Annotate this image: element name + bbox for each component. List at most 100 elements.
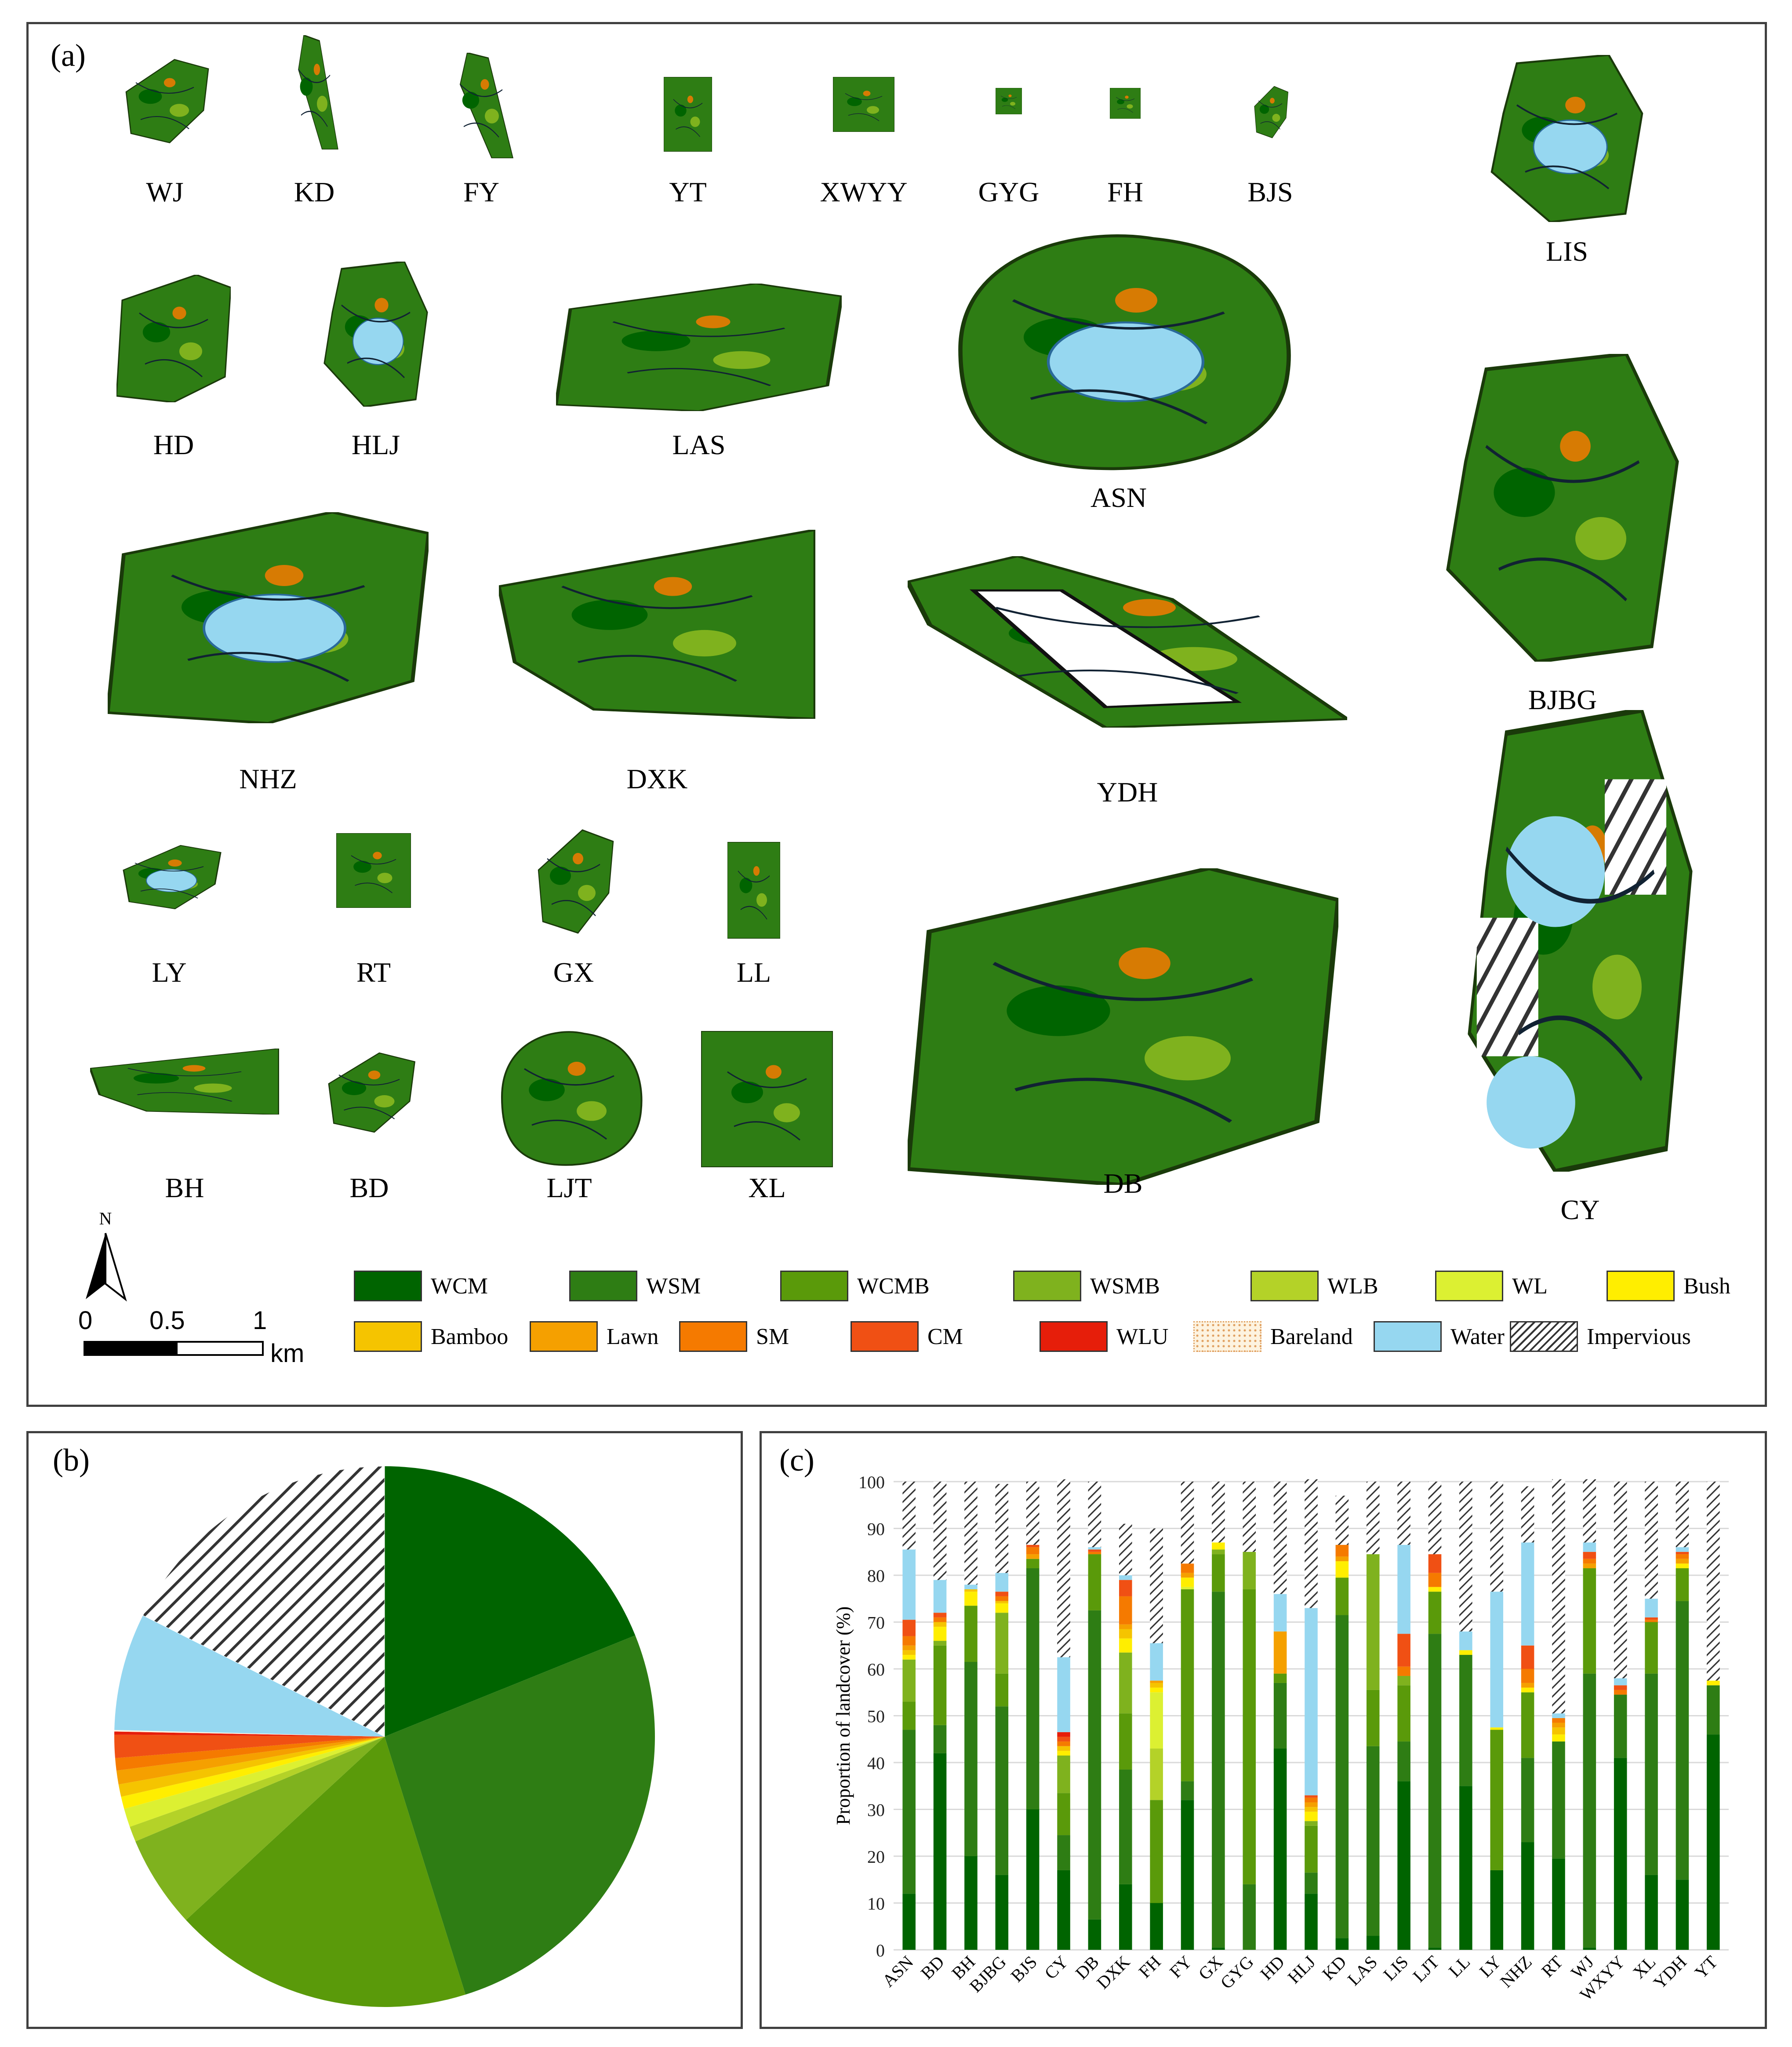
park-label-kd: KD [294,176,335,208]
bar-segment-bd-cm [933,1613,947,1617]
bar-segment-wj-impervious [1583,1479,1596,1543]
bar-segment-kd-wcmb [1335,1577,1349,1615]
pie-slice-wlu [114,1731,385,1737]
bar-segment-kd-wsm [1335,1615,1349,1938]
bar-segment-bh-impervious [964,1482,978,1585]
x-tick-label-hlj: HLJ [1284,1952,1319,1988]
bar-segment-bd-wsmb [933,1641,947,1646]
bar-segment-nhz-water [1521,1542,1534,1646]
bar-segment-las-wcm [1366,1936,1380,1950]
y-axis-title: Proportion of landcover (%) [832,1606,854,1825]
x-tick-label-fy: FY [1166,1952,1196,1982]
bar-segment-asn-sm [902,1636,916,1646]
bar-segment-db-water [1088,1547,1101,1550]
bar-segment-dxk-wsmb [1119,1652,1132,1714]
bar-segment-yt-wsm [1707,1685,1720,1735]
bar-segment-bd-impervious [933,1482,947,1580]
bar-segment-nhz-lawn [1521,1683,1534,1688]
pie-slice-wl [124,1737,385,1827]
bar-segment-rt-wsm [1552,1741,1565,1859]
bar-segment-dxk-wsm [1119,1769,1132,1884]
park-map-ll [727,842,780,939]
x-tick-label-bd: BD [917,1952,948,1983]
bar-segment-db-wcmb [1088,1554,1101,1610]
scale-label-half: 0.5 [149,1306,185,1335]
park-label-lis: LIS [1546,236,1588,267]
bar-segment-hlj-water [1305,1608,1318,1796]
panel-a-label: (a) [51,38,86,73]
bar-segment-hlj-wcm [1305,1894,1318,1950]
bar-segment-asn-bush [902,1655,916,1660]
bar-segment-fh-wlb [1150,1748,1163,1800]
park-map-bjs [1254,86,1289,138]
bar-segment-gx-bush [1212,1542,1225,1550]
bar-segment-wxyy-water [1614,1678,1627,1686]
bar-segment-bd-wcmb [933,1645,947,1725]
park-map-ly [123,845,222,910]
bar-segment-bjbg-impervious [995,1484,1009,1573]
bar-segment-dxk-lawn [1119,1624,1132,1629]
park-label-bd: BD [349,1172,389,1203]
pie-slice-wcmb [186,1737,466,2007]
park-label-bjs: BJS [1247,176,1293,208]
bar-segment-wxyy-wsm [1614,1694,1627,1758]
bar-segment-bjs-impervious [1026,1482,1040,1545]
bar-segment-wxyy-cm [1614,1685,1627,1690]
park-map-cy [1468,710,1693,1172]
bar-segment-asn-water [902,1549,916,1620]
bar-segment-ydh-wcmb [1676,1568,1689,1601]
bar-segment-ll-bush [1459,1650,1472,1655]
park-map-asn [958,234,1291,470]
bar-segment-las-wsm [1366,1746,1380,1936]
park-map-xwyy [833,77,894,132]
bar-segment-gx-wcm [1212,1947,1225,1950]
legend-label-wlb: WLB [1327,1274,1378,1299]
legend-label-wsm: WSM [646,1274,701,1299]
legend-label-wcm: WCM [431,1274,488,1299]
legend-swatch-wlb [1250,1271,1319,1301]
bar-segment-ll-water [1459,1631,1472,1650]
bar-segment-nhz-wcm [1521,1842,1534,1950]
bar-segment-gyg-wcmb [1243,1589,1256,1884]
bar-segment-ljt-sm [1428,1573,1442,1587]
panel-b-label: (b) [53,1442,90,1478]
x-tick-label-dxk: DXK [1093,1952,1134,1992]
bar-segment-dxk-wcm [1119,1884,1132,1950]
bar-segment-nhz-bush [1521,1687,1534,1693]
bar-segment-db-wsm [1088,1610,1101,1920]
bar-segment-ljt-wcm [1428,1947,1442,1950]
bar-segment-ydh-impervious [1676,1482,1689,1548]
legend-label-lawn: Lawn [607,1324,659,1349]
bar-segment-wj-wsm [1583,1673,1596,1948]
bar-segment-yt-wcm [1707,1734,1720,1950]
bar-segment-ljt-wsm [1428,1634,1442,1948]
bar-segment-ljt-wcmb [1428,1592,1442,1634]
bar-segment-ll-wsm [1459,1655,1472,1786]
bar-segment-fh-wcmb [1150,1800,1163,1903]
bar-segment-hd-lawn [1273,1631,1287,1674]
x-tick-label-kd: KD [1318,1952,1350,1984]
bar-segment-hlj-cm [1305,1795,1318,1798]
bar-segment-fh-water [1150,1643,1163,1681]
bar-segment-cy-wsmb [1057,1756,1070,1793]
bar-segment-bjbg-wcmb [995,1673,1009,1707]
bar-segment-ydh-cm [1676,1552,1689,1555]
legend-swatch-wcmb [780,1271,848,1301]
bar-segment-cy-wcm [1057,1870,1070,1950]
x-tick-label-yt: YT [1691,1952,1722,1983]
bar-segment-nhz-wsm [1521,1758,1534,1843]
park-map-bh [90,1049,279,1115]
bar-segment-fy-bush [1181,1577,1194,1587]
bar-segment-bd-water [933,1580,947,1613]
bar-segment-rt-sm [1552,1718,1565,1723]
x-tick-label-ljt: LJT [1409,1952,1443,1986]
park-map-fh [1110,88,1141,119]
bar-segment-bjs-wcm [1026,1809,1040,1950]
bar-segment-wj-lawn [1583,1563,1596,1569]
bar-segment-cy-bush [1057,1751,1070,1756]
park-label-ydh: YDH [1097,776,1158,808]
park-label-db: DB [1103,1168,1143,1199]
park-label-xwyy: XWYY [820,176,908,208]
x-tick-label-lis: LIS [1379,1952,1412,1985]
bar-segment-fy-wl [1181,1587,1194,1589]
